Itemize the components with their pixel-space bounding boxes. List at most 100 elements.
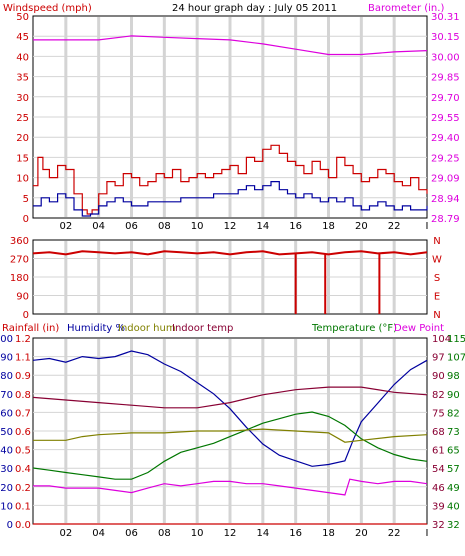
barometer-tick-label: 28.79 — [431, 214, 460, 225]
indoor-temp-tick-label: 54 — [432, 464, 445, 475]
bottom-series-line — [33, 428, 428, 443]
x-tick-label: 02 — [59, 221, 72, 232]
windspeed-tick-label: 40 — [16, 52, 29, 63]
temperature-tick-label: 98 — [447, 371, 460, 382]
x-tick-label: 10 — [191, 221, 204, 232]
bottom-series-line — [32, 411, 428, 480]
windspeed-tick-label: 25 — [16, 113, 29, 124]
legend-indoor-hum: Indoor hum — [118, 323, 176, 334]
windspeed-axis-title: Windspeed (mph) — [3, 3, 92, 14]
humidity-tick-label: 20 — [0, 483, 13, 494]
barometer-tick-label: 29.70 — [431, 93, 460, 104]
indoor-temp-tick-label: 90 — [432, 371, 445, 382]
humidity-tick-label: 0 — [7, 520, 13, 531]
barometer-tick-label: 30.31 — [431, 12, 460, 23]
x-tick-label: 20 — [355, 528, 368, 539]
windspeed-tick-label: 45 — [16, 32, 29, 43]
temperature-tick-label: 73 — [447, 427, 460, 438]
top-series-line — [33, 181, 428, 217]
x-tick-label: 14 — [256, 221, 269, 232]
legend-temperature: Temperature (°F) — [311, 323, 397, 334]
windspeed-tick-label: 15 — [16, 153, 29, 164]
humidity-tick-label: 50 — [0, 427, 13, 438]
x-tick-label: 16 — [289, 221, 302, 232]
humidity-tick-label: 70 — [0, 390, 13, 401]
x-tick-label: 12 — [224, 528, 237, 539]
barometer-tick-label: 30.15 — [431, 32, 460, 43]
indoor-temp-tick-label: 104 — [432, 334, 451, 345]
windspeed-tick-label: 35 — [16, 73, 29, 84]
rainfall-tick-label: 0.0 — [15, 520, 31, 531]
humidity-tick-label: 40 — [0, 446, 13, 457]
indoor-temp-tick-label: 46 — [432, 483, 445, 494]
legend-rainfall: Rainfall (in) — [2, 323, 59, 334]
direction-tick-label: 90 — [16, 292, 29, 303]
compass-tick-label: N — [433, 236, 440, 247]
x-tick-label: 08 — [158, 221, 171, 232]
windspeed-tick-label: 5 — [23, 194, 29, 205]
temperature-tick-label: 49 — [447, 483, 460, 494]
x-tick-label: 18 — [322, 528, 335, 539]
rainfall-tick-label: 1.2 — [15, 334, 31, 345]
temperature-tick-label: 65 — [447, 446, 460, 457]
windspeed-tick-label: 50 — [16, 12, 29, 23]
rainfall-tick-label: 0.5 — [15, 446, 31, 457]
temperature-tick-label: 115 — [447, 334, 465, 345]
wind-direction-line — [32, 250, 428, 256]
direction-tick-label: 270 — [10, 255, 29, 266]
chart-layer: 0 5 10 15 20 25 30 35 40 45 50 28.79 28.94 29.09 29.25… — [0, 12, 465, 539]
indoor-temp-tick-label: 82 — [432, 390, 445, 401]
indoor-temp-tick-label: 61 — [432, 446, 445, 457]
rainfall-tick-label: 0.7 — [15, 408, 31, 419]
top-series-line — [33, 35, 428, 56]
rainfall-tick-label: 0.9 — [15, 371, 31, 382]
x-tick-label: 02 — [59, 528, 72, 539]
windspeed-tick-label: 20 — [16, 133, 29, 144]
barometer-tick-label: 30.00 — [431, 52, 460, 63]
direction-tick-label: 360 — [10, 236, 29, 247]
rainfall-tick-label: 0.1 — [15, 501, 31, 512]
compass-tick-label: S — [434, 273, 440, 284]
x-tick-label: 04 — [92, 221, 105, 232]
humidity-tick-label: 90 — [0, 353, 13, 364]
indoor-temp-tick-label: 39 — [432, 501, 445, 512]
temperature-tick-label: 90 — [447, 390, 460, 401]
barometer-axis-title: Barometer (in.) — [368, 3, 444, 14]
x-tick-label: 04 — [92, 528, 105, 539]
bottom-series-line — [32, 386, 428, 409]
rainfall-tick-label: 0.4 — [15, 464, 31, 475]
humidity-tick-label: 60 — [0, 408, 13, 419]
compass-tick-label: W — [432, 255, 442, 266]
rainfall-tick-label: 0.6 — [15, 427, 31, 438]
temperature-tick-label: 40 — [447, 501, 460, 512]
x-tick-label: I — [426, 221, 429, 232]
direction-tick-label: 0 — [23, 310, 29, 321]
legend-indoor-temp: Indoor temp — [172, 323, 233, 334]
direction-tick-label: 180 — [10, 273, 29, 284]
barometer-tick-label: 29.25 — [431, 153, 460, 164]
x-tick-label: 20 — [355, 221, 368, 232]
humidity-tick-label: 80 — [0, 371, 13, 382]
indoor-temp-tick-label: 68 — [432, 427, 445, 438]
compass-tick-label: E — [434, 292, 440, 303]
x-tick-label: 18 — [322, 221, 335, 232]
humidity-tick-label: 100 — [0, 334, 13, 345]
x-tick-label: 16 — [289, 528, 302, 539]
bottom-series-line — [33, 478, 428, 496]
x-tick-label: 22 — [388, 528, 401, 539]
temperature-tick-label: 57 — [447, 464, 460, 475]
temperature-tick-label: 32 — [447, 520, 460, 531]
x-tick-label: 10 — [191, 528, 204, 539]
rainfall-tick-label: 0.8 — [15, 390, 31, 401]
graph-title: 24 hour graph day : July 05 2011 — [172, 3, 337, 14]
humidity-tick-label: 30 — [0, 464, 13, 475]
barometer-tick-label: 29.40 — [431, 133, 460, 144]
bottom-series-line — [32, 350, 428, 467]
legend-humidity: Humidity % — [67, 323, 125, 334]
windspeed-tick-label: 10 — [16, 174, 29, 185]
windspeed-tick-label: 0 — [23, 214, 29, 225]
indoor-temp-tick-label: 75 — [432, 408, 445, 419]
x-tick-label: 06 — [125, 528, 138, 539]
